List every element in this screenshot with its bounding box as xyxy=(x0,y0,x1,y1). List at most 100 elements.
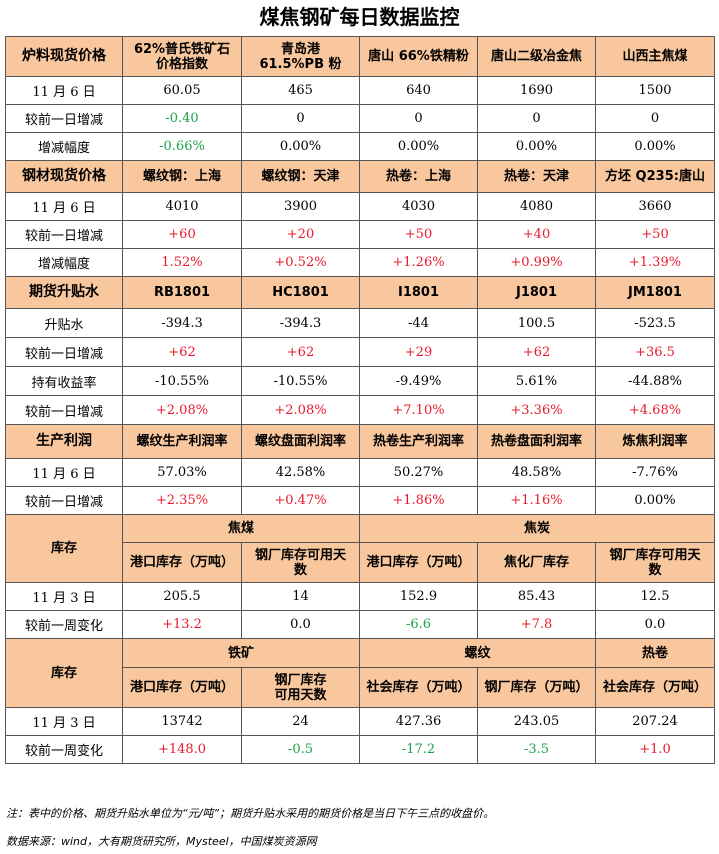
value-cell: 0 xyxy=(595,104,715,133)
s5-section-label: 库存 xyxy=(5,514,123,583)
table-body: 炉料现货价格 62%普氏铁矿石 价格指数 青岛港 61.5%PB 粉唐山 66%铁精粉唐… xyxy=(5,36,715,764)
value-cell: -10.55% xyxy=(241,366,360,396)
value-cell: 5.61% xyxy=(477,366,596,396)
group-header: 焦炭 xyxy=(359,514,715,543)
column-header: J1801 xyxy=(477,276,596,309)
value-cell: +0.99% xyxy=(477,248,596,277)
value-cell: 1690 xyxy=(477,76,596,105)
column-header: 方坯 Q235:唐山 xyxy=(595,160,715,193)
value-cell: -44 xyxy=(359,308,478,338)
column-header: JM1801 xyxy=(595,276,715,309)
column-header: 唐山 66%铁精粉 xyxy=(359,36,478,77)
group-header: 热卷 xyxy=(595,638,715,668)
value-cell: 0 xyxy=(359,104,478,133)
table-row: 持有收益率 -10.55% -10.55% -9.49% 5.61% -44.88% xyxy=(5,366,715,396)
group-header: 焦煤 xyxy=(122,514,360,543)
value-cell: 0.00% xyxy=(359,132,478,161)
value-cell: +7.10% xyxy=(359,395,478,425)
s6-group-row: 库存 铁矿 螺纹 热卷 xyxy=(5,638,715,708)
s5-group-row: 库存 焦煤 焦炭 xyxy=(5,514,715,583)
value-cell: 4080 xyxy=(477,192,596,221)
column-header: RB1801 xyxy=(122,276,242,309)
value-cell: 4010 xyxy=(122,192,242,221)
column-header: 社会库存（万吨） xyxy=(595,667,715,708)
column-header: 社会库存（万吨） xyxy=(359,667,478,708)
s5-subheader-row: 港口库存（万吨） 钢厂库存可用天数港口库存（万吨） 焦化厂库存 钢厂库存可用天数 xyxy=(6,542,715,583)
table-row: 11 月 3 日 205.5 14 152.9 85.43 12.5 xyxy=(5,582,715,611)
value-cell: 14 xyxy=(241,582,360,611)
value-cell: -523.5 xyxy=(595,308,715,338)
value-cell: +1.26% xyxy=(359,248,478,277)
s6-subheader-row: 港口库存（万吨） 钢厂库存 可用天数 社会库存（万吨） 钢厂库存（万吨） 社会库存（万吨） xyxy=(6,667,715,708)
table-row: 11 月 3 日 13742 24 427.36 243.05 207.24 xyxy=(5,707,715,736)
row-label: 11 月 3 日 xyxy=(5,582,123,611)
value-cell: +2.35% xyxy=(122,486,242,515)
column-header: 港口库存（万吨） xyxy=(359,542,478,583)
value-cell: +20 xyxy=(241,220,360,249)
table-row: 11 月 6 日 4010 3900 4030 4080 3660 xyxy=(5,192,715,221)
row-label: 较前一周变化 xyxy=(5,610,123,639)
value-cell: 243.05 xyxy=(477,707,596,736)
table-row: 11 月 6 日 60.05 465 640 1690 1500 xyxy=(5,76,715,105)
value-cell: 12.5 xyxy=(595,582,715,611)
value-cell: 13742 xyxy=(122,707,242,736)
column-header: 炼焦利润率 xyxy=(595,424,715,459)
column-header: HC1801 xyxy=(241,276,360,309)
value-cell: +1.86% xyxy=(359,486,478,515)
value-cell: 4030 xyxy=(359,192,478,221)
value-cell: -0.66% xyxy=(122,132,242,161)
value-cell: 205.5 xyxy=(122,582,242,611)
column-header: 螺纹盘面利润率 xyxy=(241,424,360,459)
table-row: 11 月 6 日 57.03% 42.58% 50.27% 48.58% -7.76% xyxy=(5,458,715,487)
row-label: 升贴水 xyxy=(5,308,123,338)
column-header: 钢厂库存（万吨） xyxy=(477,667,596,708)
column-header: 港口库存（万吨） xyxy=(122,542,242,583)
row-label: 11 月 3 日 xyxy=(5,707,123,736)
value-cell: +2.08% xyxy=(241,395,360,425)
table-row: 较前一日增减 -0.40 0 0 0 0 xyxy=(5,104,715,133)
table-row: 增减幅度 1.52% +0.52% +1.26% +0.99% +1.39% xyxy=(5,248,715,277)
value-cell: -394.3 xyxy=(241,308,360,338)
value-cell: 85.43 xyxy=(477,582,596,611)
table-row: 较前一周变化 +148.0 -0.5 -17.2 -3.5 +1.0 xyxy=(5,735,715,764)
column-header: 热卷：天津 xyxy=(477,160,596,193)
table-row: 较前一日增减 +2.08% +2.08% +7.10% +3.36% +4.68% xyxy=(5,395,715,425)
s3-section-label: 期货升贴水 xyxy=(5,276,123,309)
value-cell: -6.6 xyxy=(359,610,478,639)
value-cell: 48.58% xyxy=(477,458,596,487)
value-cell: -17.2 xyxy=(359,735,478,764)
value-cell: +36.5 xyxy=(595,337,715,367)
value-cell: 0 xyxy=(477,104,596,133)
value-cell: 640 xyxy=(359,76,478,105)
s3-header-row: 期货升贴水 RB1801 HC1801 I1801 J1801 JM1801 xyxy=(5,276,715,309)
column-header: 港口库存（万吨） xyxy=(122,667,242,708)
value-cell: -394.3 xyxy=(122,308,242,338)
row-label: 较前一周变化 xyxy=(5,735,123,764)
value-cell: 0 xyxy=(241,104,360,133)
value-cell: +62 xyxy=(477,337,596,367)
row-label: 11 月 6 日 xyxy=(5,458,123,487)
value-cell: -7.76% xyxy=(595,458,715,487)
value-cell: -9.49% xyxy=(359,366,478,396)
row-label: 较前一日增减 xyxy=(5,395,123,425)
data-source: 数据来源：wind，大有期货研究所，Mysteel，中国煤炭资源网 xyxy=(6,835,317,848)
column-header: 山西主焦煤 xyxy=(595,36,715,77)
row-label: 增减幅度 xyxy=(5,132,123,161)
value-cell: 0.0 xyxy=(241,610,360,639)
value-cell: 3660 xyxy=(595,192,715,221)
s1-header-row: 炉料现货价格 62%普氏铁矿石 价格指数 青岛港 61.5%PB 粉唐山 66%铁精粉唐… xyxy=(5,36,715,77)
table-row: 较前一日增减 +60 +20 +50 +40 +50 xyxy=(5,220,715,249)
table-row: 较前一日增减 +62 +62 +29 +62 +36.5 xyxy=(5,337,715,367)
column-header: 热卷盘面利润率 xyxy=(477,424,596,459)
column-header: 62%普氏铁矿石 价格指数 xyxy=(122,36,242,77)
value-cell: +62 xyxy=(122,337,242,367)
value-cell: 100.5 xyxy=(477,308,596,338)
value-cell: 1.52% xyxy=(122,248,242,277)
row-label: 增减幅度 xyxy=(5,248,123,277)
value-cell: 152.9 xyxy=(359,582,478,611)
value-cell: -3.5 xyxy=(477,735,596,764)
column-header: 螺纹生产利润率 xyxy=(122,424,242,459)
page-title: 煤焦钢矿每日数据监控 xyxy=(259,5,460,29)
value-cell: +1.39% xyxy=(595,248,715,277)
value-cell: +4.68% xyxy=(595,395,715,425)
